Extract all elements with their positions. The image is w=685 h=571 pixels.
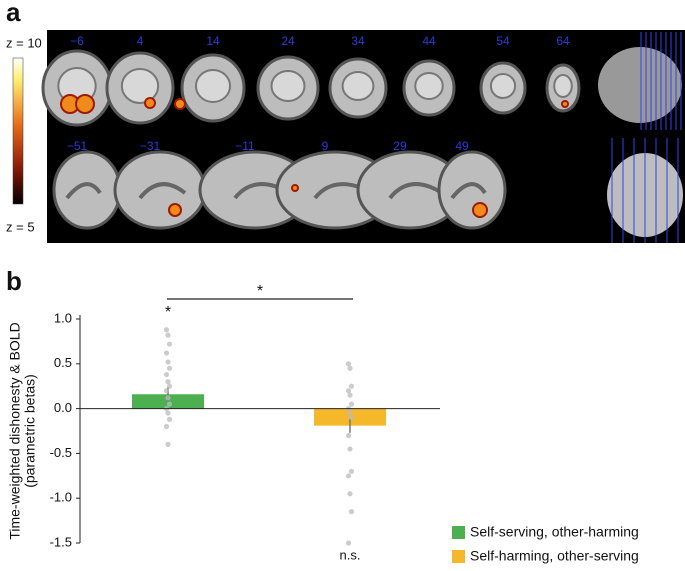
slice-detail [120, 68, 160, 104]
activation [144, 97, 156, 109]
data-point [163, 371, 170, 378]
data-point [345, 361, 352, 367]
slice-detail [489, 73, 517, 99]
slice-detail [194, 69, 232, 103]
brain-slices [41, 32, 683, 243]
slice-number: −11 [235, 139, 255, 153]
slice-detail [450, 182, 487, 200]
y-tick-label: -0.5 [50, 445, 72, 460]
significance-label: * [257, 283, 263, 300]
slice-detail [341, 71, 375, 101]
data-point [347, 365, 353, 371]
y-tick-label: 0.5 [54, 355, 72, 370]
legend-label: Self-serving, other-harming [470, 524, 639, 540]
slice-number: 49 [455, 139, 469, 153]
data-point [166, 383, 173, 389]
data-point [165, 441, 171, 448]
slice-detail [270, 70, 306, 102]
data-point [348, 383, 355, 389]
legend-label: Self-harming, other-serving [470, 548, 639, 564]
slice-detail [553, 74, 573, 98]
slice-number: 4 [137, 34, 144, 48]
sagittal-slice [52, 150, 122, 230]
data-point [348, 414, 355, 421]
data-point [165, 332, 171, 338]
colorbar-label: z = 5 [6, 219, 35, 234]
data-point [345, 388, 352, 394]
slice-number: 34 [351, 34, 365, 48]
data-point [347, 446, 353, 452]
slice-detail [65, 182, 102, 200]
data-point [348, 509, 355, 515]
slice-detail [414, 72, 444, 100]
activation [472, 202, 488, 218]
data-point [165, 410, 171, 416]
y-tick-label: -1.5 [50, 534, 72, 549]
activation [291, 184, 299, 192]
slice-number: 44 [422, 34, 436, 48]
slice-detail [388, 182, 444, 200]
panel-label: a [6, 0, 21, 27]
data-point [345, 540, 352, 546]
data-point [348, 468, 355, 474]
sagittal-slice [437, 150, 507, 230]
slice-number: 24 [281, 34, 295, 48]
data-point [163, 327, 170, 333]
data-point [166, 401, 173, 407]
legend-swatch [452, 526, 465, 539]
slice-number: −6 [70, 34, 84, 48]
slice-detail [138, 182, 187, 200]
slice-number: 14 [206, 34, 220, 48]
data-point [347, 392, 353, 398]
activation [561, 100, 569, 108]
data-point [163, 388, 170, 394]
slice-number: 29 [393, 139, 407, 153]
colorbar [12, 57, 24, 205]
data-point [163, 350, 170, 356]
slice-number: 9 [322, 139, 329, 153]
slice-number: 54 [496, 34, 510, 48]
activation [168, 203, 182, 217]
data-point [345, 432, 352, 439]
activation [174, 98, 186, 110]
y-tick-label: 1.0 [54, 310, 72, 325]
data-point [348, 401, 355, 407]
colorbar-label: z = 10 [6, 35, 42, 50]
annotation: * [165, 304, 171, 321]
y-axis-label: Time-weighted dishonesty & BOLD [7, 322, 23, 539]
slice-number: −51 [67, 139, 88, 153]
data-point [163, 423, 170, 430]
data-point [347, 410, 353, 416]
data-point [345, 473, 352, 479]
data-point [165, 359, 171, 365]
data-point [166, 416, 173, 422]
annotation: n.s. [340, 547, 361, 562]
y-axis-label: (parametric betas) [22, 374, 38, 488]
y-tick-label: -1.0 [50, 490, 72, 505]
legend-swatch [452, 550, 465, 563]
data-point [165, 395, 171, 401]
data-point [347, 491, 353, 497]
data-point [166, 341, 173, 347]
sagittal-inset [598, 47, 682, 123]
data-point [165, 379, 171, 385]
slice-number: −31 [140, 139, 161, 153]
activation [75, 94, 95, 114]
panel-label: b [6, 266, 22, 296]
slice-number: 64 [556, 34, 570, 48]
data-point [166, 365, 173, 371]
y-tick-label: 0.0 [54, 400, 72, 415]
sagittal-slice [113, 150, 207, 230]
